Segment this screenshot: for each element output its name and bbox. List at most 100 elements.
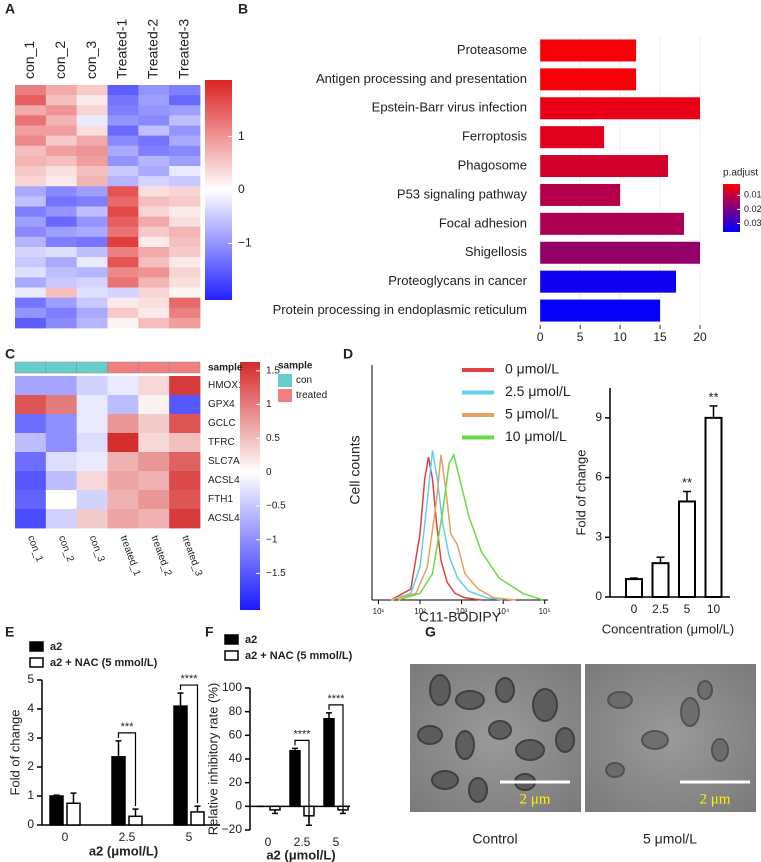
category-label: Ferroptosis	[462, 129, 528, 144]
y-tick-label: 5	[27, 672, 34, 686]
histogram-curve	[398, 452, 544, 601]
histogram-curve	[390, 454, 516, 601]
heatmap-cell	[76, 226, 108, 238]
heatmap-cell	[45, 196, 78, 207]
heatmap-cell	[169, 277, 201, 288]
heatmap-cell	[169, 155, 201, 167]
row-label: ACSL4.1	[208, 513, 248, 524]
x-tick-label: 10⁵	[539, 607, 551, 616]
heatmap-cell	[107, 297, 139, 309]
annotation-cell	[168, 361, 201, 374]
x-axis-label: a2 (μmol/L)	[89, 843, 158, 858]
column-label: con_1	[25, 534, 45, 564]
heatmap-cell	[169, 267, 201, 278]
heatmap-cell	[169, 115, 201, 126]
heatmap-cell	[107, 307, 139, 319]
image-caption: 5 μmol/L	[643, 831, 697, 847]
heatmap-cell	[169, 307, 201, 319]
scale-bar-label: 2 μm	[520, 791, 551, 807]
heatmap-cell	[138, 297, 170, 309]
legend-swatch	[29, 657, 44, 668]
heatmap-cell	[138, 509, 170, 529]
heatmap-cell	[138, 155, 170, 167]
heatmap-cell	[15, 277, 47, 288]
row-label: ACSL4	[208, 475, 240, 486]
heatmap-cell	[45, 226, 78, 238]
annotation-cell	[107, 361, 139, 374]
category-label: Proteasome	[457, 42, 527, 57]
heatmap-cell	[169, 414, 201, 434]
heatmap-cell	[45, 267, 78, 278]
panel-letter: E	[5, 624, 14, 640]
heatmap-cell	[138, 490, 170, 510]
heatmap-cell	[15, 115, 47, 126]
column-label: con_1	[21, 41, 37, 79]
bar	[173, 705, 188, 826]
heatmap-cell	[45, 376, 78, 396]
column-label: con_3	[87, 534, 107, 564]
heatmap-cell	[45, 433, 78, 453]
heatmap-cell	[15, 433, 47, 453]
heatmap-cell	[45, 206, 78, 218]
colorbar-label: 0.02	[744, 204, 761, 214]
panel-letter: A	[5, 1, 15, 17]
heatmap-cell	[107, 176, 139, 187]
heatmap-cell	[76, 307, 108, 319]
heatmap-cell	[107, 452, 139, 472]
heatmap-cell	[45, 277, 78, 288]
heatmap-cell	[76, 145, 108, 157]
heatmap-cell	[76, 257, 108, 268]
heatmap-cell	[107, 257, 139, 268]
bar	[190, 811, 205, 826]
y-tick-label: 0	[595, 589, 602, 603]
colorbar-label: 1	[238, 129, 245, 143]
category-label: Proteoglycans in cancer	[388, 273, 527, 288]
heatmap-cell	[45, 135, 78, 147]
x-tick-label: 2.5	[294, 835, 311, 849]
panel-letter: B	[238, 1, 248, 17]
heatmap-cell	[76, 247, 108, 258]
y-tick-label: 20	[229, 775, 243, 789]
heatmap-cell	[45, 509, 78, 529]
category-label: P53 signaling pathway	[397, 186, 528, 201]
y-tick-label: −20	[222, 822, 243, 836]
heatmap-cell	[107, 155, 139, 167]
significance: ****	[293, 728, 311, 740]
heatmap-cell	[76, 471, 108, 491]
bar	[540, 126, 605, 149]
bar	[625, 578, 643, 598]
bar	[540, 270, 677, 293]
x-tick-label: 5	[684, 602, 691, 616]
heatmap-cell	[107, 247, 139, 258]
significance: ****	[327, 693, 345, 705]
heatmap-cell	[169, 236, 201, 248]
heatmap-cell	[45, 287, 78, 299]
heatmap-cell	[76, 509, 108, 529]
x-tick-label: 2.5	[652, 602, 669, 616]
heatmap-cell	[45, 395, 78, 415]
heatmap-cell	[107, 216, 139, 228]
row-label: SLC7A11	[208, 456, 251, 467]
heatmap-cell	[107, 226, 139, 238]
x-tick-label: 5	[186, 830, 193, 844]
column-label: treated_3	[179, 534, 204, 578]
heatmap-cell	[45, 297, 78, 309]
heatmap-cell	[15, 186, 47, 197]
legend-label: 0 μmol/L	[505, 361, 559, 377]
significance: ****	[180, 673, 198, 685]
x-axis-label: Concentration (μmol/L)	[602, 621, 735, 636]
heatmap-cell	[169, 176, 201, 187]
heatmap-cell	[76, 186, 108, 197]
colorbar-label: −1	[266, 534, 278, 545]
heatmap-cell	[45, 247, 78, 258]
heatmap-cell	[169, 226, 201, 238]
column-label: treated_2	[148, 534, 173, 578]
column-label: Treated-1	[114, 19, 130, 79]
y-tick-label: 3	[27, 730, 34, 744]
heatmap-cell	[138, 166, 170, 177]
heatmap-cell	[76, 414, 108, 434]
legend-label: a2 + NAC (5 mmol/L)	[50, 657, 158, 669]
heatmap-cell	[76, 490, 108, 510]
heatmap-cell	[169, 216, 201, 228]
x-axis-label: a2 (μmol/L)	[266, 847, 335, 862]
